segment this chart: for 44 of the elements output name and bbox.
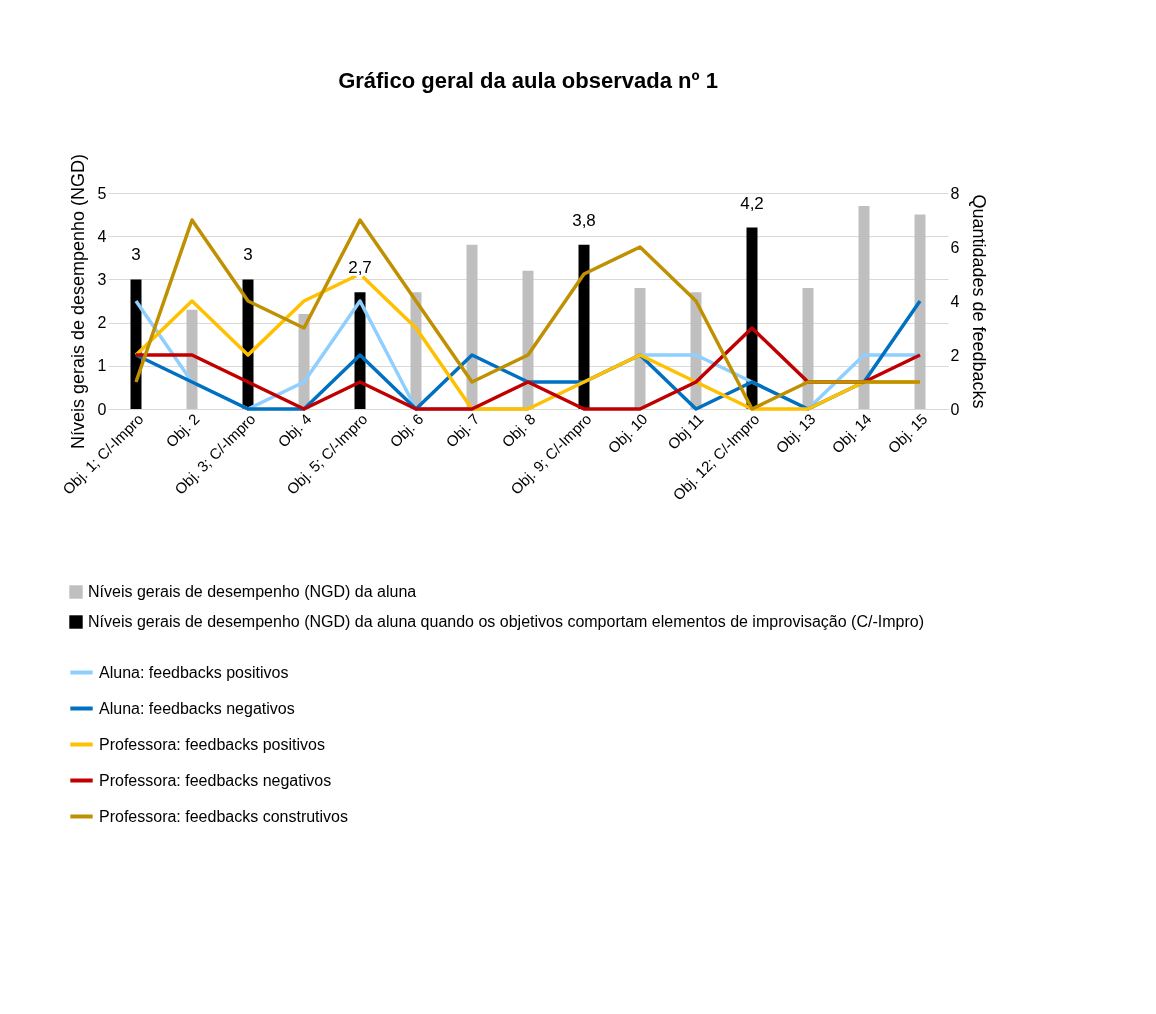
- data-label: 3,8: [572, 210, 596, 230]
- x-tick-label: Obj 11: [664, 410, 707, 453]
- data-label: 3: [243, 245, 253, 265]
- x-tick-label: Obj. 2: [162, 410, 203, 451]
- legend-label: Aluna: feedbacks positivos: [99, 663, 289, 681]
- y-tick-label: 0: [97, 400, 107, 418]
- y-axis-title: Níveis gerais de desempenho (NGD): [67, 153, 88, 450]
- y2-tick-label: 2: [950, 346, 960, 364]
- y2-tick-label: 8: [950, 184, 960, 202]
- bar: [802, 288, 814, 409]
- bar: [746, 227, 758, 409]
- bar: [466, 244, 478, 409]
- x-tick-label: Obj. 7: [442, 410, 483, 451]
- bar: [634, 288, 646, 409]
- x-tick-label: Obj. 15: [884, 410, 931, 457]
- x-tick-label: Obj. 6: [386, 410, 427, 451]
- y-tick-label: 4: [97, 227, 107, 245]
- x-tick-label: Obj. 4: [274, 410, 315, 451]
- y-tick-label: 1: [97, 357, 107, 375]
- bar: [858, 205, 870, 409]
- x-tick-label: Obj. 10: [604, 410, 651, 457]
- y-tick-label: 3: [97, 270, 107, 288]
- y-tick-label: 2: [97, 314, 107, 332]
- bar: [578, 244, 590, 409]
- legend-label: Níveis gerais de desempenho (NGD) da aluna quando os objetivos comportam elementos de improvisação (C/-Impro): [88, 613, 924, 630]
- legend-label: Aluna: feedbacks negativos: [99, 699, 295, 717]
- data-label: 3: [131, 245, 141, 265]
- y-tick-label: 5: [97, 184, 107, 202]
- legend-label: Professora: feedbacks negativos: [99, 771, 332, 789]
- y2-axis-title: Quantidades de feedbacks: [969, 194, 990, 409]
- bar: [914, 214, 926, 409]
- data-label: 4,2: [740, 193, 764, 213]
- y2-tick-label: 6: [950, 238, 960, 256]
- line-series: [134, 326, 922, 411]
- y2-tick-label: 4: [950, 292, 960, 310]
- x-tick-label: Obj. 14: [828, 410, 875, 457]
- x-tick-label: Obj. 8: [498, 410, 539, 451]
- legend-label: Níveis gerais de desempenho (NGD) da aluna: [88, 583, 417, 600]
- x-tick-label: Obj. 13: [772, 410, 819, 457]
- chart-title: Gráfico geral da aula observada nº 1: [338, 68, 718, 94]
- legend-label: Professora: feedbacks positivos: [99, 735, 325, 753]
- data-label: 2,7: [348, 258, 372, 278]
- y2-tick-label: 0: [950, 400, 960, 418]
- legend-label: Professora: feedbacks construtivos: [99, 807, 349, 825]
